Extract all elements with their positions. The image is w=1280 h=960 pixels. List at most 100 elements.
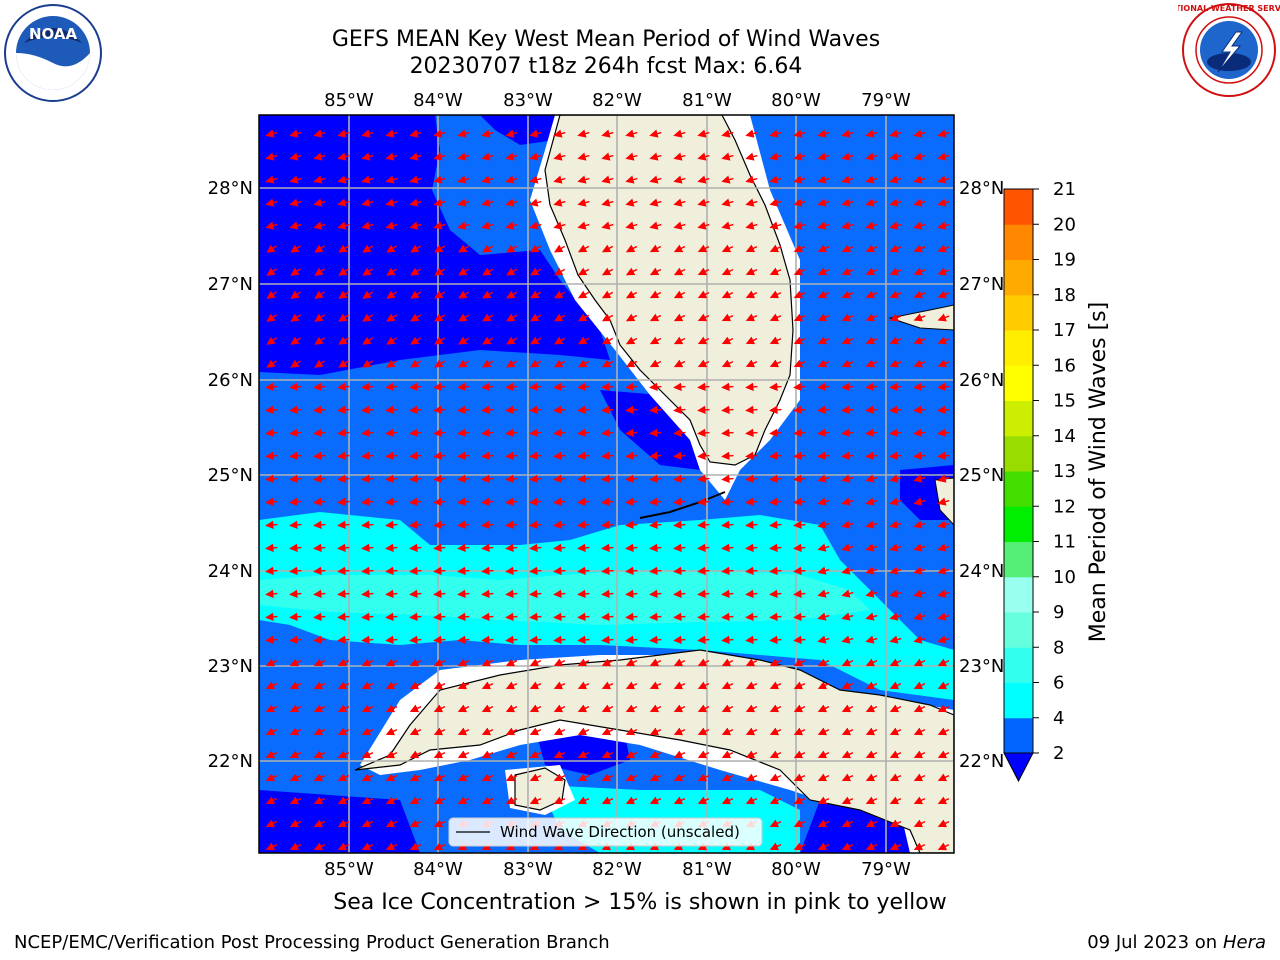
wave-direction-arrow [457,543,470,553]
wave-direction-arrow [937,474,950,483]
wave-direction-arrow [889,658,902,667]
wave-direction-arrow [362,267,374,276]
wave-direction-arrow [649,474,662,484]
colorbar-segment [1004,294,1033,331]
wave-direction-arrow [433,152,446,161]
wave-direction-arrow [697,382,710,392]
wave-direction-arrow [865,382,878,392]
colorbar: 2 4 6 8 9 10 11 12 13 14 15 16 17 18 19 20 21 [1003,179,1076,783]
lat-label: 23°N [959,656,1004,677]
wave-direction-arrow [817,267,830,276]
wave-direction-arrow [817,589,830,598]
wave-direction-arrow [745,221,758,230]
wave-direction-arrow [385,796,398,805]
wave-direction-arrow [577,658,590,667]
wave-direction-arrow [553,451,566,461]
wave-direction-arrow [649,244,662,253]
wave-direction-arrow [841,658,854,667]
wave-direction-arrow [409,750,422,759]
wave-direction-arrow [457,497,470,507]
wave-direction-arrow [529,244,542,253]
lat-label: 22°N [959,751,1004,772]
wave-direction-arrow [505,796,518,805]
wave-direction-arrow [625,658,638,667]
wave-direction-arrow [409,221,422,230]
wave-direction-arrow [266,267,277,276]
wave-direction-arrow [865,543,878,552]
wave-direction-arrow [649,451,662,461]
wave-direction-arrow [386,359,398,368]
wave-direction-arrow [601,313,614,322]
wave-direction-arrow [769,681,782,690]
wave-direction-arrow [889,290,902,299]
wave-direction-arrow [553,129,566,138]
wave-direction-arrow [817,566,830,575]
wave-direction-arrow [625,451,638,461]
wave-direction-arrow [290,359,301,368]
wave-direction-arrow [937,681,950,690]
wave-direction-arrow [745,566,758,576]
wave-direction-arrow [769,658,782,667]
wave-direction-arrow [482,359,494,368]
wave-direction-arrow [457,681,470,690]
wave-direction-arrow [433,129,446,138]
wave-direction-arrow [409,520,422,530]
wave-direction-arrow [529,428,542,438]
nws-logo: NATIONAL WEATHER SERVICE [1178,3,1280,97]
wave-direction-arrow [289,681,302,690]
wave-direction-arrow [649,635,662,645]
wave-direction-arrow [553,612,566,622]
wave-direction-arrow [505,129,518,138]
wave-direction-arrow [409,497,422,507]
wave-direction-arrow [458,313,470,322]
wave-direction-arrow [289,198,302,207]
wave-direction-arrow [913,589,926,598]
wave-direction-arrow [577,635,590,645]
wave-direction-arrow [745,428,758,438]
colorbar-tick-label: 8 [1053,637,1064,658]
wave-direction-arrow [265,773,278,782]
wave-direction-arrow [913,727,926,736]
lat-labels-right: 28°N 27°N 26°N 25°N 24°N 23°N 22°N [959,178,1004,772]
wave-direction-arrow [793,750,806,759]
wave-direction-arrow [721,497,734,507]
wave-direction-arrow [385,589,398,599]
wave-direction-arrow [481,221,494,230]
wave-direction-arrow [385,543,398,553]
wave-direction-arrow [697,589,710,599]
wave-direction-arrow [457,612,470,622]
wave-direction-arrow [721,382,734,392]
wave-direction-arrow [697,336,710,345]
wave-direction-arrow [865,497,878,506]
footer-host: Hera [1222,932,1266,953]
wave-direction-arrow [290,244,301,253]
wave-direction-arrow [817,175,830,184]
wave-direction-arrow [625,796,638,805]
wave-direction-arrow [505,681,518,690]
wave-direction-arrow [625,474,638,484]
wave-direction-arrow [769,428,782,438]
wave-direction-arrow [673,704,686,713]
wave-direction-arrow [769,566,782,576]
wave-direction-arrow [313,428,326,438]
lat-label: 26°N [208,370,253,391]
wave-direction-arrow [673,382,686,392]
wave-direction-arrow [313,773,326,782]
wave-direction-arrow [673,221,686,230]
wave-direction-arrow [361,704,374,713]
wave-direction-arrow [266,290,277,299]
wave-direction-arrow [265,796,278,805]
wave-direction-arrow [649,773,662,782]
wave-direction-arrow [506,336,518,345]
wave-direction-arrow [266,313,277,322]
wave-direction-arrow [361,658,374,667]
wave-direction-arrow [769,405,782,415]
colorbar-label: Mean Period of Wind Waves [s] [1086,302,1111,642]
wave-direction-arrow [889,244,902,253]
wave-direction-arrow [913,474,926,483]
wave-direction-arrow [937,635,950,644]
wave-direction-arrow [313,842,326,851]
lon-label: 80°W [771,90,821,111]
wave-direction-arrow [841,681,854,690]
wave-direction-arrow [649,543,662,553]
